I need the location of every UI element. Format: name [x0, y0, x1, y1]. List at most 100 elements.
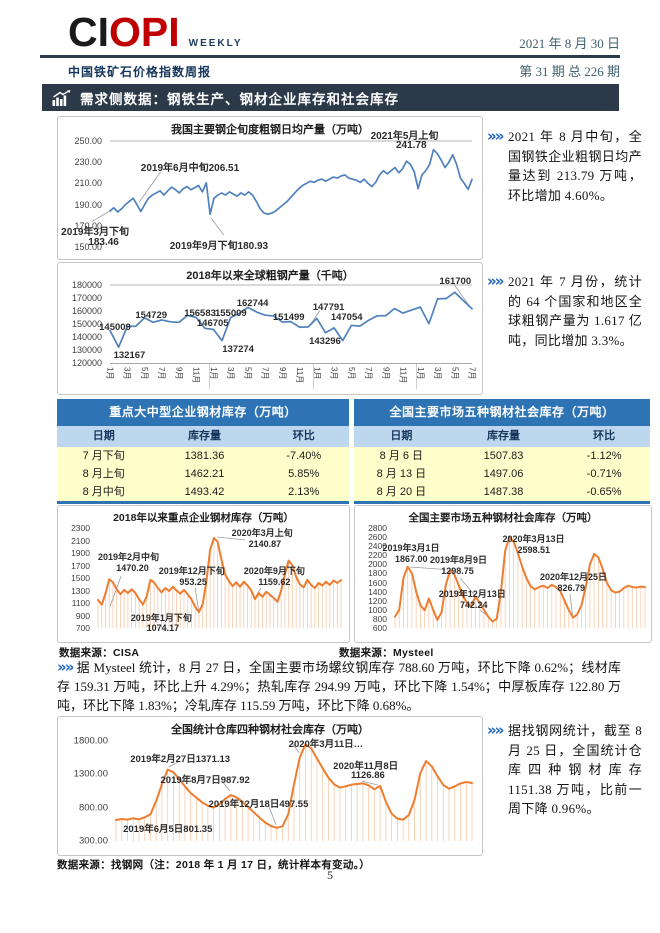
logo-text-black: CI [68, 9, 109, 55]
plot-area [116, 741, 472, 841]
x-tick-label: 5月 [346, 367, 356, 380]
y-tick-label: 2200 [368, 550, 387, 561]
y-axis: 2800 2600 2400 2200 2000 1800 1600 1400 1200 1000… [357, 523, 391, 633]
x-tick-label: 1月 [208, 367, 218, 380]
y-tick-label: 2100 [71, 535, 90, 546]
y-tick-label: 170000 [71, 293, 102, 303]
year-separator [312, 364, 314, 389]
table-row: 8 月上旬 1462.21 5.85% [57, 465, 349, 483]
chart-title: 2018年以来重点企业钢材库存（万吨） [113, 512, 294, 524]
x-tick-label: 11月 [295, 367, 305, 384]
section-banner-title: 需求侧数据：钢铁生产、钢材企业库存和社会库存 [80, 91, 399, 107]
y-tick-label: 1300.00 [73, 768, 108, 780]
chart-title: 2018年以来全球粗钢产量（千吨） [186, 270, 354, 282]
key-enterprise-inventory-table: 重点大中型企业钢材库存（万吨） 日期 库存量 环比 7 月下旬 1381.36 … [57, 399, 349, 504]
y-tick-label: 230.00 [74, 157, 102, 168]
y-tick-label: 1100 [71, 598, 90, 608]
year-separator [209, 364, 211, 389]
y-tick-label: 1900 [71, 548, 90, 558]
issue-date: 2021 年 8 月 30 日 [519, 36, 620, 51]
source-zhaogangwang: 数据来源：找钢网（注：2018 年 1 月 17 日，统计样本有变动。） [57, 859, 371, 871]
x-tick-label: 11月 [398, 367, 408, 384]
chart-title: 全国统计仓库四种钢材社会库存（万吨） [171, 724, 369, 736]
cell-change: 5.85% [288, 468, 320, 480]
y-tick-label: 2600 [368, 532, 387, 543]
col-header: 日期 [390, 430, 413, 442]
y-tick-label: 2000 [368, 559, 387, 570]
chevrons-icon: »» [487, 272, 504, 290]
table-row: 8 月 6 日 1507.83 -1.12% [354, 447, 650, 465]
y-tick-label: 1500 [71, 573, 90, 583]
paragraph-mysteel-stats: »» 据 Mysteel 统计，8 月 27 日，全国主要市场螺纹钢库存 788.… [57, 658, 621, 715]
y-tick-label: 1000 [368, 604, 387, 615]
plot-area [110, 141, 472, 247]
bullet-global-steel: »» 2021 年 7 月份，统计的 64 个国家和地区全球粗钢产量为 1.61… [487, 272, 642, 350]
table-row: 8 月 13 日 1497.06 -0.71% [354, 465, 650, 483]
chevrons-icon: »» [487, 721, 504, 739]
x-tick-label: 9月 [277, 367, 287, 380]
chevrons-icon: »» [487, 127, 504, 145]
cell-inventory: 1507.83 [483, 450, 524, 462]
x-tick-label: 7月 [260, 367, 270, 380]
chart-daily-crude-steel-output: 我国主要钢企旬度粗钢日均产量（万吨） 250.00 230.00 210.00 190… [57, 116, 483, 260]
chart-title: 全国主要市场五种钢材社会库存（万吨） [408, 512, 598, 524]
y-tick-label: 150.00 [74, 242, 102, 252]
y-tick-label: 250.00 [74, 136, 102, 146]
cell-date: 8 月中旬 [82, 486, 125, 498]
y-tick-label: 800.00 [78, 802, 108, 814]
table-row: 8 月 20 日 1487.38 -0.65% [354, 483, 650, 501]
col-header: 环比 [292, 430, 315, 442]
x-tick-label: 3月 [226, 367, 236, 380]
cell-date: 7 月下旬 [82, 450, 125, 462]
table-header-row: 日期 库存量 环比 [354, 426, 650, 447]
ciopi-logo: CIOPI WEEKLY [68, 12, 243, 64]
y-axis: 1800.00 1300.00 800.00 300.00 [60, 736, 112, 847]
y-axis: 250.00 230.00 210.00 190.00 170.00 150.00 [60, 136, 106, 252]
bullet-text: 2021 年 8 月中旬，全国钢铁企业粗钢日均产量达到 213.79 万吨，环比… [508, 129, 642, 203]
chart-key-enterprise-inventory: 2018年以来重点企业钢材库存（万吨） 2300 2100 1900 1700 1500… [57, 505, 350, 643]
cell-change: -0.65% [586, 486, 622, 498]
x-tick-label: 3月 [329, 367, 339, 380]
chart-title: 我国主要钢企旬度粗钢日均产量（万吨） [171, 124, 369, 136]
chart-social-inventory-five: 全国主要市场五种钢材社会库存（万吨） 2800 2600 2400 2200 2000 1… [354, 505, 652, 643]
x-tick-label: 5月 [243, 367, 253, 380]
plot-area [110, 285, 472, 363]
y-tick-label: 1800.00 [73, 735, 108, 747]
year-separator [415, 364, 417, 389]
x-tick-label: 7月 [157, 367, 167, 380]
logo-weekly-label: WEEKLY [188, 38, 243, 49]
y-tick-label: 2300 [71, 523, 90, 533]
y-tick-label: 800 [372, 613, 387, 624]
bullet-text: 据找钢网统计，截至 8 月 25 日，全国统计仓库四种钢材库存 1151.38 … [508, 723, 642, 816]
col-header: 库存量 [486, 430, 520, 442]
col-header: 库存量 [187, 430, 221, 442]
x-tick-label: 11月 [191, 367, 201, 384]
logo-text-red: OPI [109, 9, 180, 55]
plot-area [395, 528, 645, 628]
table-header-row: 日期 库存量 环比 [57, 426, 349, 447]
x-tick-label: 5月 [450, 367, 460, 380]
y-tick-label: 1800 [368, 568, 387, 579]
x-tick-label: 1月 [105, 367, 115, 380]
cell-date: 8 月 20 日 [376, 486, 427, 498]
y-tick-label: 300.00 [78, 835, 108, 847]
cell-inventory: 1487.38 [483, 486, 524, 498]
page-number: 5 [327, 868, 333, 882]
x-tick-label: 9月 [381, 367, 391, 380]
y-tick-label: 900 [75, 610, 90, 621]
chart-warehouse-inventory-four: 全国统计仓库四种钢材社会库存（万吨） 1800.00 1300.00 800.00 3… [57, 716, 483, 856]
y-tick-label: 600 [372, 623, 387, 633]
y-tick-label: 1600 [368, 577, 387, 588]
cell-date: 8 月 13 日 [376, 468, 427, 480]
chevrons-icon: »» [57, 658, 74, 676]
x-tick-label: 3月 [433, 367, 443, 380]
x-tick-label: 3月 [122, 367, 132, 380]
x-tick-label: 9月 [174, 367, 184, 380]
cell-inventory: 1497.06 [483, 468, 524, 480]
bullet-zhaogangwang: »» 据找钢网统计，截至 8 月 25 日，全国统计仓库四种钢材库存 1151.… [487, 721, 642, 819]
x-axis: 1月 3月 5月 7月 9月 11月 1月 3月 5月 7月 9月 11月 1月 3月 5月 7月 9月 11月 1… [106, 363, 477, 392]
y-tick-label: 140000 [71, 332, 102, 342]
issue-number: 第 31 期 总 226 期 [519, 64, 620, 79]
social-inventory-table: 全国主要市场五种钢材社会库存（万吨） 日期 库存量 环比 8 月 6 日 150… [354, 399, 650, 504]
